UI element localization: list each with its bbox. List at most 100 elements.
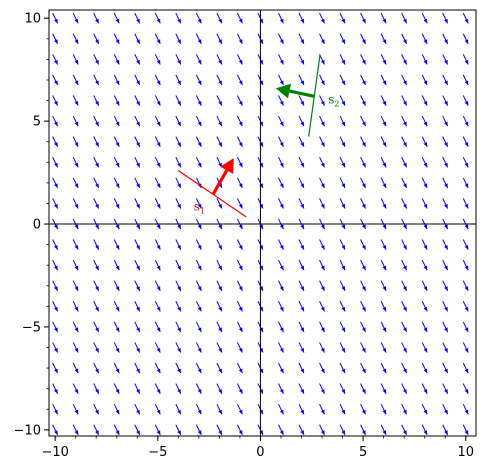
field-arrow-408: [442, 239, 449, 250]
field-arrow-95: [134, 198, 141, 209]
field-arrow-368: [401, 198, 408, 209]
ticks: −10 −5 0 5 10 −10 −5 0 5 10: [14, 12, 474, 460]
field-arrow-259: [298, 280, 305, 292]
field-arrow-275: [319, 383, 325, 394]
field-arrow-144: [175, 54, 182, 65]
vector-field-arrows: [52, 12, 469, 436]
field-arrow-294: [339, 424, 346, 436]
field-arrow-389: [421, 198, 428, 209]
field-arrow-372: [401, 115, 408, 127]
field-arrow-440: [462, 12, 469, 24]
y-tick-label: −5: [22, 320, 41, 335]
field-arrow-160: [195, 156, 202, 168]
field-arrow-288: [319, 115, 325, 127]
field-arrow-142: [175, 95, 182, 106]
field-arrow-279: [319, 301, 325, 312]
field-arrow-145: [175, 33, 182, 45]
field-arrow-1: [52, 403, 59, 415]
field-arrow-399: [442, 424, 449, 436]
field-arrow-112: [154, 280, 161, 292]
field-arrow-426: [462, 301, 469, 312]
annotation-s1: s1: [177, 158, 247, 218]
field-arrow-411: [442, 177, 449, 189]
field-arrow-20: [52, 12, 59, 24]
field-arrow-30: [72, 239, 79, 250]
field-arrow-272: [298, 12, 305, 24]
field-arrow-324: [360, 239, 367, 250]
field-arrow-257: [298, 321, 305, 333]
field-arrow-237: [278, 301, 284, 312]
field-arrow-183: [216, 115, 223, 127]
field-arrow-116: [154, 198, 161, 209]
annotation-label: s1: [194, 200, 205, 216]
field-arrow-329: [360, 136, 367, 148]
field-arrow-125: [154, 12, 161, 24]
field-arrow-207: [236, 54, 243, 65]
field-arrow-382: [421, 342, 428, 353]
field-arrow-181: [216, 156, 223, 168]
field-arrow-86: [134, 383, 141, 394]
field-arrow-285: [319, 177, 325, 189]
field-arrow-338: [380, 383, 387, 394]
field-arrow-383: [421, 321, 428, 333]
field-arrow-70: [113, 280, 120, 292]
field-arrow-22: [72, 403, 79, 415]
field-arrow-41: [72, 12, 79, 24]
field-arrow-109: [154, 342, 161, 353]
field-arrow-153: [195, 301, 202, 312]
field-arrow-290: [319, 74, 325, 86]
field-arrow-303: [339, 239, 346, 250]
field-arrow-40: [72, 33, 79, 45]
field-arrow-252: [298, 424, 305, 436]
field-arrow-249: [278, 54, 284, 65]
field-arrow-96: [134, 177, 141, 189]
field-arrow-271: [298, 33, 305, 45]
field-arrow-57: [93, 115, 100, 127]
field-arrow-335: [360, 12, 367, 24]
field-arrow-268: [298, 95, 305, 106]
field-arrow-267: [298, 115, 305, 127]
field-arrow-348: [380, 177, 387, 189]
field-arrow-2: [52, 383, 59, 394]
field-arrow-201: [236, 177, 243, 189]
field-arrow-314: [339, 12, 346, 24]
field-arrow-276: [319, 362, 325, 374]
field-arrow-270: [298, 54, 305, 65]
field-arrow-42: [93, 424, 100, 436]
field-arrow-17: [52, 74, 59, 86]
field-arrow-190: [236, 403, 243, 415]
field-arrow-310: [339, 95, 346, 106]
field-arrow-12: [52, 177, 59, 189]
field-arrow-398: [421, 12, 428, 24]
field-arrow-33: [72, 177, 79, 189]
field-arrow-260: [298, 259, 305, 271]
field-arrow-236: [278, 321, 284, 333]
field-arrow-397: [421, 33, 428, 45]
field-arrow-68: [113, 321, 120, 333]
field-arrow-56: [93, 136, 100, 148]
field-arrow-91: [134, 280, 141, 292]
field-arrow-363: [401, 301, 408, 312]
field-arrow-155: [195, 259, 202, 271]
field-arrow-61: [93, 33, 100, 45]
field-arrow-79: [113, 95, 120, 106]
field-arrow-296: [339, 383, 346, 394]
field-arrow-146: [175, 12, 182, 24]
field-arrow-327: [360, 177, 367, 189]
annotation-arrow-shaft: [289, 89, 316, 99]
field-arrow-427: [462, 280, 469, 292]
field-arrow-82: [113, 33, 120, 45]
field-arrow-203: [236, 136, 243, 148]
field-arrow-118: [154, 156, 161, 168]
field-arrow-124: [154, 33, 161, 45]
field-arrow-250: [278, 33, 284, 45]
field-arrow-400: [442, 403, 449, 415]
field-arrow-162: [195, 115, 202, 127]
field-arrow-286: [319, 156, 325, 168]
field-arrow-278: [319, 321, 325, 333]
field-arrow-437: [462, 74, 469, 86]
field-arrow-173: [216, 321, 223, 333]
field-arrow-289: [319, 95, 325, 106]
field-arrow-46: [93, 342, 100, 353]
field-arrow-322: [360, 280, 367, 292]
